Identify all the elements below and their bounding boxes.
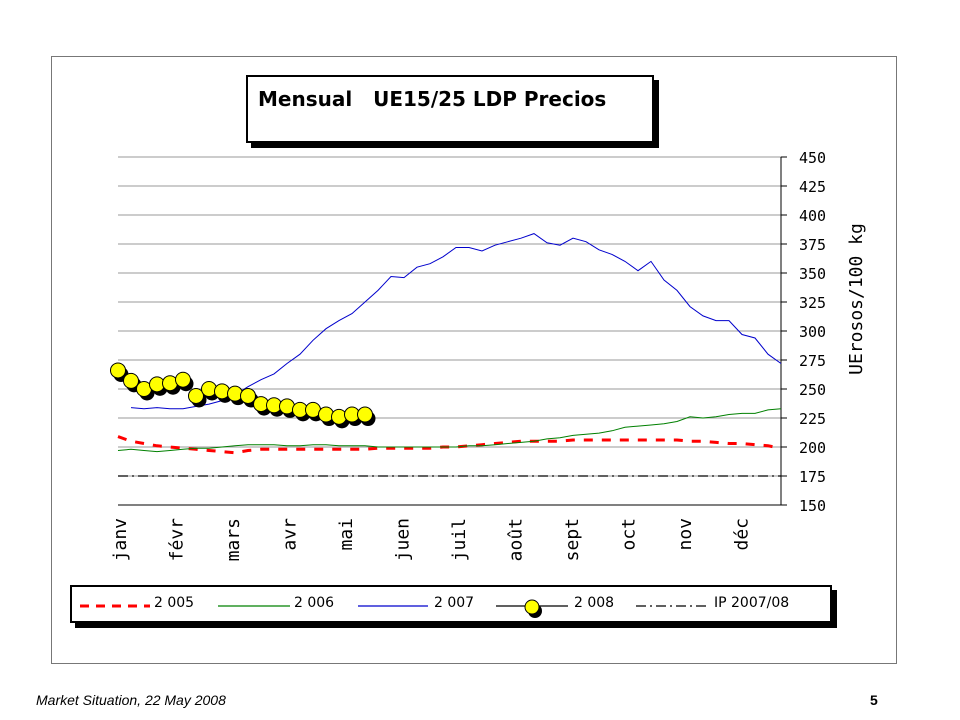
series-2008-point (331, 408, 347, 425)
series-markers (110, 362, 376, 429)
x-tick-label-3: avr (280, 518, 301, 551)
footer-source: Market Situation, 22 May 2008 (36, 692, 226, 708)
series-2008-point (357, 406, 373, 423)
legend-label-2006: 2 006 (294, 595, 335, 611)
title-box: Mensual UE15/25 LDP Precios (246, 75, 654, 143)
x-tick-label-1: févr (167, 518, 188, 562)
series-2008-point (201, 381, 217, 397)
series-2008-point (240, 387, 256, 404)
y-tick-label-325: 325 (799, 294, 826, 312)
x-tick-label-11: déc (732, 518, 753, 551)
x-tick-label-8: sept (562, 518, 583, 561)
series-2008-point (110, 362, 126, 379)
x-tick-label-10: nov (675, 518, 696, 551)
x-tick-label-5: juen (393, 518, 414, 561)
series-2008-point (123, 372, 139, 389)
legend-label-ip: IP 2007/08 (714, 595, 790, 611)
y-tick-label-300: 300 (799, 323, 826, 341)
x-tick-label-9: oct (619, 518, 640, 551)
series-lines (117, 233, 782, 477)
legend-swatch-2008 (524, 599, 540, 615)
y-tick-label-375: 375 (799, 236, 826, 254)
series-2008-point (318, 406, 334, 423)
series-line-0 (117, 435, 782, 455)
x-tick-label-0: janv (110, 518, 131, 561)
y-axis (118, 156, 787, 506)
y-tick-label-350: 350 (799, 265, 826, 283)
x-tick-labels: janv févr mars avr mai juen juil août sept oct nov… (110, 518, 753, 562)
y-tick-label-450: 450 (799, 149, 826, 167)
y-tick-label-175: 175 (799, 468, 826, 486)
chart-frame (51, 56, 897, 664)
y-axis-label: UErosos/100 kg (846, 223, 867, 375)
series-2008-point (188, 387, 204, 404)
x-tick-label-2: mars (223, 518, 244, 561)
series-2008-point (175, 371, 191, 388)
y-tick-label-275: 275 (799, 352, 826, 370)
x-tick-label-7: août (506, 518, 527, 561)
legend: 2 005 2 006 2 007 2 008 IP 2007/08 (70, 585, 832, 623)
chart-title: Mensual UE15/25 LDP Precios (258, 87, 607, 111)
grid-lines (118, 156, 781, 477)
series-line-2 (130, 233, 782, 410)
legend-label-2005: 2 005 (154, 595, 195, 611)
y-tick-label-150: 150 (799, 497, 826, 515)
x-tick-label-6: juil (449, 518, 470, 561)
x-tick-label-4: mai (336, 518, 357, 551)
series-2008-point (214, 383, 230, 400)
y-tick-label-225: 225 (799, 410, 826, 428)
y-tick-label-400: 400 (799, 207, 826, 225)
legend-swatches (80, 599, 708, 618)
y-tick-labels: 150 175 200 225 250 275 300 325 350 375 400 425 450 (799, 149, 826, 515)
legend-label-2008: 2 008 (574, 595, 615, 611)
series-line-1 (117, 408, 782, 453)
series-2008-point (227, 385, 243, 402)
page-number: 5 (870, 692, 878, 708)
y-tick-label-250: 250 (799, 381, 826, 399)
y-tick-label-200: 200 (799, 439, 826, 457)
y-tick-label-425: 425 (799, 178, 826, 196)
legend-label-2007: 2 007 (434, 595, 475, 611)
